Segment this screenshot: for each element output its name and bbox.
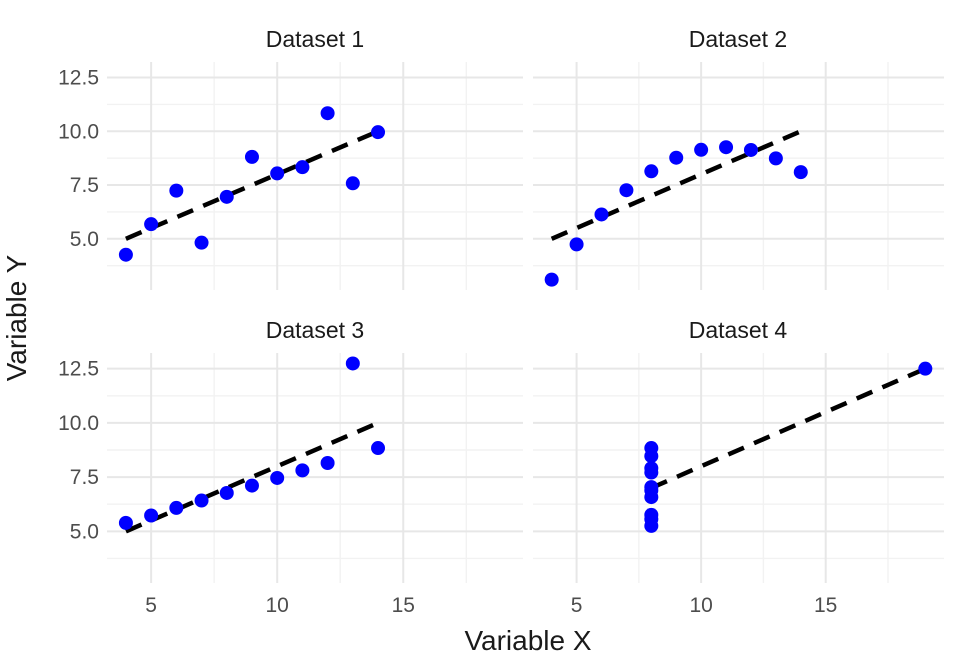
data-point: [743, 142, 758, 157]
y-axis-tick-labels: 5.0 7.5 10.0 12.5 5.0 7.5 10.0 12.5: [58, 67, 99, 544]
data-point: [244, 478, 259, 493]
data-point: [169, 183, 184, 198]
data-point: [295, 160, 310, 175]
data-point: [219, 189, 234, 204]
y-tick-label: 7.5: [70, 466, 99, 489]
x-tick-label: 10: [266, 594, 289, 617]
trend-line: [650, 366, 927, 491]
data-point: [144, 217, 159, 232]
data-point: [544, 272, 559, 287]
data-point: [244, 149, 259, 164]
data-point: [169, 500, 184, 515]
y-tick-label: 12.5: [58, 67, 99, 90]
x-tick-label: 10: [689, 594, 712, 617]
data-point: [644, 461, 659, 476]
trend-line: [125, 420, 379, 534]
data-point: [320, 106, 335, 121]
data-point: [219, 485, 234, 500]
facet-title-dataset-4: Dataset 4: [689, 317, 788, 343]
data-point: [644, 483, 659, 498]
data-point: [768, 151, 783, 166]
data-point: [345, 176, 360, 191]
data-point: [644, 449, 659, 464]
facet-title-dataset-1: Dataset 1: [266, 26, 364, 52]
data-point: [719, 140, 734, 155]
data-layer: [118, 106, 933, 534]
trend-line: [550, 129, 802, 241]
panel-grid-2: [533, 62, 944, 290]
y-tick-label: 12.5: [58, 358, 99, 381]
data-point: [295, 463, 310, 478]
data-point: [694, 142, 709, 157]
data-point: [194, 493, 209, 508]
x-tick-label: 15: [814, 594, 837, 617]
y-tick-label: 7.5: [70, 174, 99, 197]
data-point: [270, 470, 285, 485]
data-point: [569, 237, 584, 252]
panel-data-2: [544, 129, 808, 287]
data-point: [345, 356, 360, 371]
grid-layer: [107, 62, 944, 583]
data-point: [118, 515, 133, 530]
data-point: [793, 165, 808, 180]
data-point: [644, 164, 659, 179]
panel-data-1: [118, 106, 386, 262]
x-axis-title: Variable X: [464, 625, 591, 656]
panel-data-4: [644, 361, 933, 533]
data-point: [144, 508, 159, 523]
data-point: [594, 207, 609, 222]
y-tick-label: 10.0: [58, 412, 99, 435]
y-tick-label: 10.0: [58, 120, 99, 143]
trend-line: [125, 129, 379, 241]
data-point: [644, 512, 659, 527]
x-tick-label: 5: [571, 594, 583, 617]
data-point: [371, 441, 386, 456]
data-point: [371, 125, 386, 140]
panel-grid-4: [533, 353, 944, 583]
data-point: [619, 183, 634, 198]
x-tick-label: 5: [145, 594, 157, 617]
facet-title-dataset-3: Dataset 3: [266, 317, 364, 343]
data-point: [118, 247, 133, 262]
panel-grid-1: [107, 62, 523, 290]
panel-grid-3: [107, 353, 523, 583]
data-point: [918, 361, 933, 376]
panel-data-3: [118, 356, 386, 534]
x-tick-label: 15: [392, 594, 415, 617]
x-axis-tick-labels: 5 10 15 5 10 15: [145, 594, 837, 617]
facet-title-dataset-2: Dataset 2: [689, 26, 787, 52]
y-tick-label: 5.0: [70, 228, 99, 251]
data-point: [320, 456, 335, 471]
y-tick-label: 5.0: [70, 520, 99, 543]
data-point: [669, 150, 684, 165]
data-point: [270, 166, 285, 181]
y-axis-title: Variable Y: [1, 254, 32, 381]
data-point: [194, 235, 209, 250]
